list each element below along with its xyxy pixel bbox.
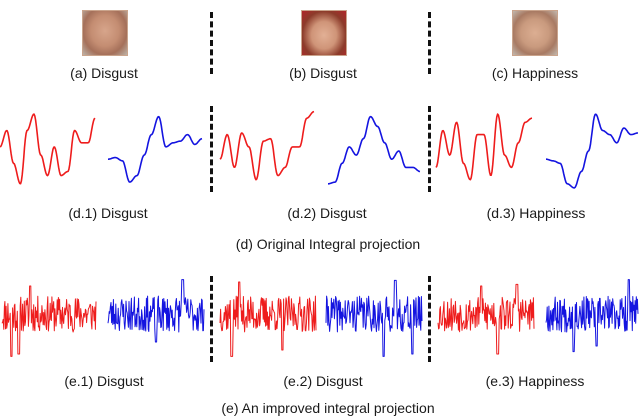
caption-d2: (d.2) Disgust [287,205,367,221]
caption-e-title: (e) An improved integral projection [221,400,435,416]
caption-c: (c) Happiness [491,65,579,81]
signal-e2-red [219,281,317,357]
divider-bot-1 [210,276,213,362]
face-image-a [82,10,128,56]
caption-a: (a) Disgust [70,65,138,81]
divider-mid-1 [210,106,213,192]
caption-d-title: (d) Original Integral projection [235,236,421,252]
signal-d3-red [435,113,533,181]
divider-mid-2 [428,106,431,192]
caption-e2: (e.2) Disgust [283,373,363,389]
caption-e3: (e.3) Happiness [485,373,585,389]
signal-e2-blue [325,279,423,357]
signal-e1-blue [107,279,205,343]
signal-d2-blue [328,115,421,185]
caption-d1: (d.1) Disgust [68,205,148,221]
signal-d1-blue [108,115,203,183]
caption-d3: (d.3) Happiness [486,205,586,221]
signal-e3-blue [545,279,639,353]
face-image-c [512,10,558,56]
caption-e1: (e.1) Disgust [64,373,144,389]
divider-top-1 [210,12,213,74]
caption-b: (b) Disgust [289,65,357,81]
divider-bot-2 [428,276,431,362]
signal-d3-blue [546,113,638,189]
signal-e3-red [437,283,535,355]
signal-e1-red [1,285,97,357]
face-image-b [301,10,347,56]
signal-d1-red [0,113,96,185]
divider-top-2 [428,12,431,74]
signal-d2-red [219,110,315,181]
